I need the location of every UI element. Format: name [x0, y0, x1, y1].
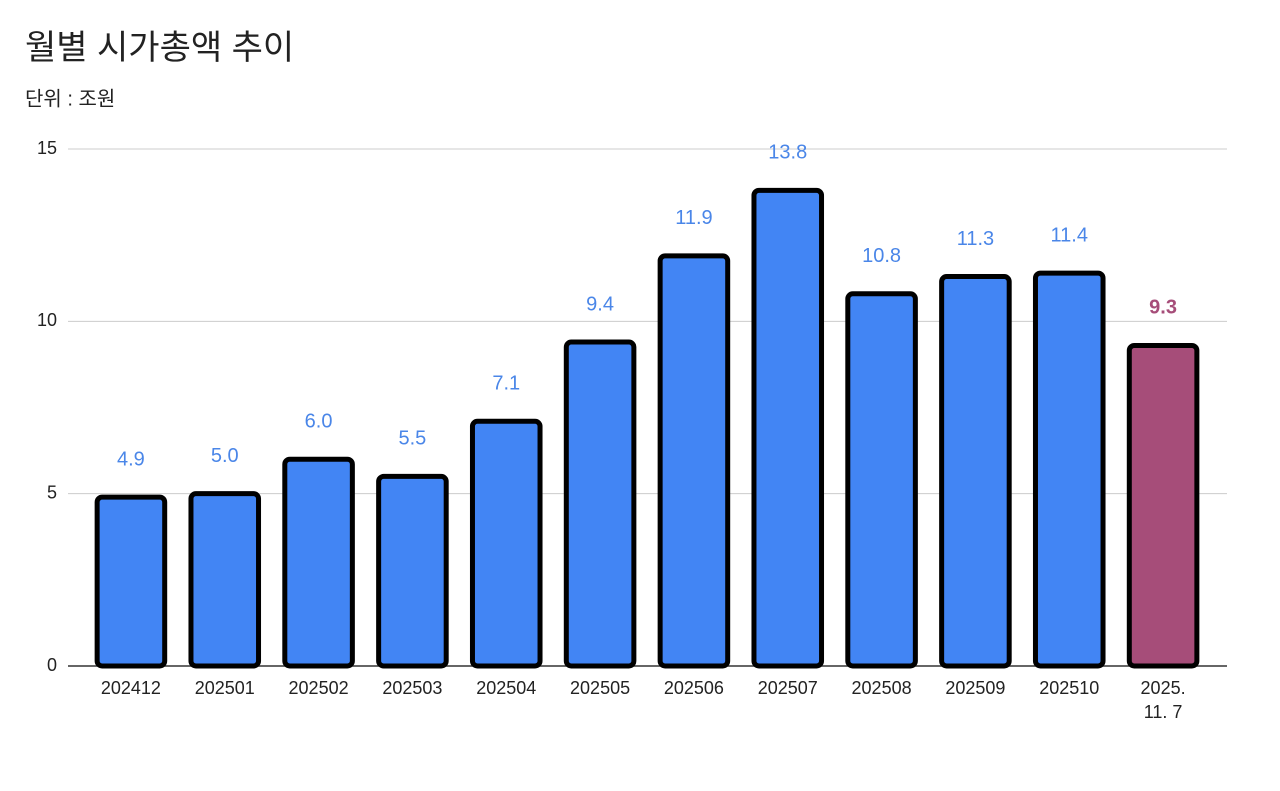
chart-title: 월별 시가총액 추이 — [25, 29, 294, 67]
y-tick-label: 5 — [47, 482, 57, 502]
x-tick-label: 2025. 11. 7 — [1140, 678, 1186, 722]
value-label: 10.8 — [862, 245, 901, 267]
x-tick-label: 202509 — [945, 678, 1006, 698]
bar — [657, 253, 731, 669]
x-tick-label: 202510 — [1039, 678, 1100, 698]
value-label: 13.8 — [768, 142, 807, 164]
value-label: 9.3 — [1149, 297, 1177, 319]
bar — [376, 473, 449, 669]
y-tick-label: 10 — [37, 310, 57, 330]
value-label: 5.0 — [211, 445, 239, 467]
y-tick-label: 0 — [47, 655, 57, 675]
bar — [188, 491, 262, 669]
x-tick-label: 202506 — [663, 678, 724, 698]
x-tick-label: 202412 — [100, 678, 161, 698]
bar — [469, 418, 543, 669]
bar — [1032, 270, 1106, 669]
x-tick-label: 202502 — [288, 678, 349, 698]
y-tick-label: 15 — [37, 138, 57, 158]
bar — [751, 187, 825, 669]
bar — [282, 456, 355, 669]
bar — [94, 494, 168, 669]
value-label: 7.1 — [492, 373, 520, 395]
bar — [1126, 342, 1200, 669]
value-label: 11.9 — [675, 207, 712, 229]
bar — [563, 339, 637, 669]
x-tick-label: 202507 — [757, 678, 818, 698]
bar — [845, 291, 918, 669]
value-label: 4.9 — [117, 448, 145, 470]
bar — [939, 274, 1012, 669]
value-label: 5.5 — [399, 428, 427, 450]
value-label: 11.3 — [957, 228, 994, 250]
value-label: 6.0 — [305, 410, 333, 432]
value-label: 9.4 — [586, 293, 614, 315]
x-tick-label: 202505 — [570, 678, 631, 698]
x-tick-label: 202501 — [194, 678, 255, 698]
x-tick-label: 202504 — [476, 678, 537, 698]
chart-subtitle: 단위 : 조원 — [25, 87, 115, 110]
x-tick-label: 202503 — [382, 678, 443, 698]
x-tick-label: 202508 — [851, 678, 912, 698]
value-label: 11.4 — [1051, 224, 1088, 246]
